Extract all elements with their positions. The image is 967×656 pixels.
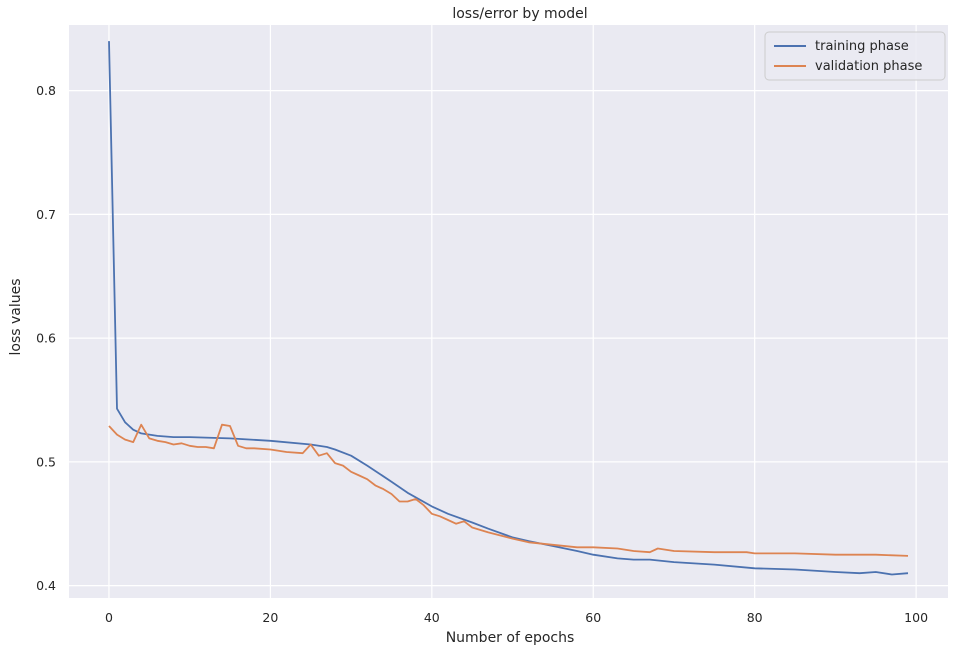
- grid-lines: [69, 25, 948, 598]
- tick-labels: 0 20 40 60 80 100 0.4 0.5 0.6 0.7 0.8: [36, 83, 928, 625]
- legend: training phase validation phase: [764, 31, 946, 81]
- x-tick-label: 40: [424, 610, 440, 625]
- training-phase-line: [108, 41, 909, 576]
- x-tick-label: 20: [262, 610, 278, 625]
- chart-title: loss/error by model: [452, 6, 587, 22]
- y-tick-label: 0.5: [36, 454, 56, 469]
- legend-label-validation: validation phase: [815, 59, 922, 74]
- x-tick-label: 0: [105, 610, 113, 625]
- x-tick-label: 100: [904, 610, 928, 625]
- x-tick-label: 80: [747, 610, 763, 625]
- legend-label-training: training phase: [815, 39, 909, 54]
- y-tick-label: 0.8: [36, 83, 56, 98]
- validation-phase-line: [108, 423, 909, 557]
- y-tick-label: 0.6: [36, 331, 56, 346]
- legend-box: [764, 31, 946, 81]
- y-tick-label: 0.7: [36, 207, 56, 222]
- plot-background: [69, 25, 948, 598]
- y-tick-label: 0.4: [36, 578, 56, 593]
- x-tick-label: 60: [585, 610, 601, 625]
- x-axis-label: Number of epochs: [446, 630, 575, 646]
- y-axis-label: loss values: [8, 278, 24, 355]
- series-lines: [108, 41, 909, 576]
